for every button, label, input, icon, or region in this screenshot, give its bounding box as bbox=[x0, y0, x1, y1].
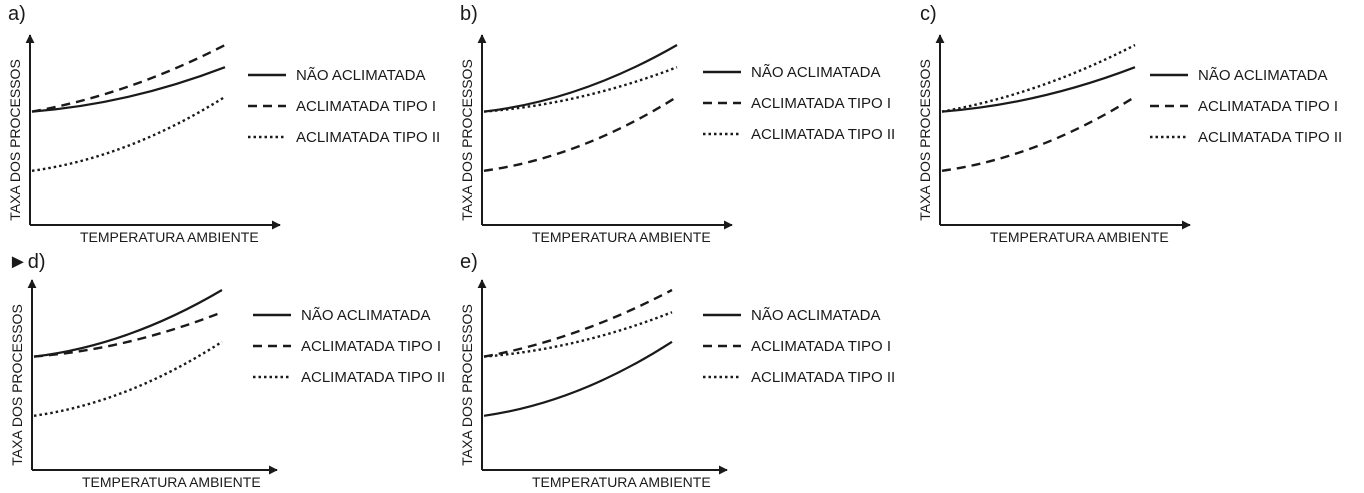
legend-label: NÃO ACLIMATADA bbox=[751, 64, 880, 81]
series-line-solid bbox=[31, 66, 226, 113]
legend-label: ACLIMATADA TIPO II bbox=[301, 369, 445, 386]
legend-label: ACLIMATADA TIPO II bbox=[751, 126, 895, 143]
chart-d: ►d) TAXA DOS PROCESSOS TEMPERATURA AMBIENT… bbox=[8, 251, 445, 490]
x-axis-label: TEMPERATURA AMBIENTE bbox=[532, 229, 711, 245]
x-axis-label: TEMPERATURA AMBIENTE bbox=[990, 229, 1169, 245]
panel-label: b) bbox=[460, 3, 478, 25]
x-axis-label: TEMPERATURA AMBIENTE bbox=[80, 229, 259, 245]
series-line-solid bbox=[33, 289, 223, 358]
series-line-dashed bbox=[33, 311, 223, 358]
chart-e: e) TAXA DOS PROCESSOS TEMPERATURA AMBIENTE… bbox=[459, 251, 895, 490]
series-line-solid bbox=[483, 44, 678, 113]
legend-label: NÃO ACLIMATADA bbox=[751, 307, 880, 324]
series-line-dashed bbox=[483, 95, 678, 172]
legend-label: ACLIMATADA TIPO I bbox=[1198, 98, 1338, 115]
chart-a: a) TAXA DOS PROCESSOS TEMPERATURA AMBIENTE… bbox=[7, 3, 440, 245]
panel-label: e) bbox=[460, 251, 478, 273]
y-axis-label: TAXA DOS PROCESSOS bbox=[459, 59, 475, 221]
series-line-dotted bbox=[483, 311, 673, 358]
x-axis-label: TEMPERATURA AMBIENTE bbox=[532, 474, 711, 490]
legend-label: ACLIMATADA TIPO I bbox=[751, 338, 891, 355]
legend-label: NÃO ACLIMATADA bbox=[1198, 67, 1327, 84]
panel-label: ►d) bbox=[8, 251, 46, 273]
y-axis-label: TAXA DOS PROCESSOS bbox=[917, 59, 933, 221]
charts-root: a) TAXA DOS PROCESSOS TEMPERATURA AMBIENTE… bbox=[7, 3, 1342, 490]
series-line-dotted bbox=[31, 95, 226, 172]
legend-label: ACLIMATADA TIPO II bbox=[296, 129, 440, 146]
y-axis-label: TAXA DOS PROCESSOS bbox=[459, 304, 475, 466]
chart-c: c) TAXA DOS PROCESSOS TEMPERATURA AMBIENTE… bbox=[917, 3, 1342, 245]
series-line-dotted bbox=[33, 340, 223, 417]
legend-label: NÃO ACLIMATADA bbox=[301, 307, 430, 324]
series-line-dotted bbox=[483, 66, 678, 113]
series-line-dashed bbox=[941, 95, 1136, 172]
series-line-dotted bbox=[941, 43, 1136, 113]
panel-label: c) bbox=[920, 3, 937, 25]
series-line-solid bbox=[483, 340, 673, 417]
series-line-solid bbox=[941, 66, 1136, 113]
panel-label: a) bbox=[8, 3, 26, 25]
legend-label: ACLIMATADA TIPO I bbox=[751, 95, 891, 112]
y-axis-label: TAXA DOS PROCESSOS bbox=[9, 304, 25, 466]
series-line-dashed bbox=[483, 288, 673, 358]
legend-label: ACLIMATADA TIPO II bbox=[1198, 129, 1342, 146]
legend-label: NÃO ACLIMATADA bbox=[296, 67, 425, 84]
x-axis-label: TEMPERATURA AMBIENTE bbox=[82, 474, 261, 490]
legend-label: ACLIMATADA TIPO I bbox=[296, 98, 436, 115]
y-axis-label: TAXA DOS PROCESSOS bbox=[7, 59, 23, 221]
legend-label: ACLIMATADA TIPO II bbox=[751, 369, 895, 386]
legend-label: ACLIMATADA TIPO I bbox=[301, 338, 441, 355]
chart-b: b) TAXA DOS PROCESSOS TEMPERATURA AMBIENTE… bbox=[459, 3, 895, 245]
